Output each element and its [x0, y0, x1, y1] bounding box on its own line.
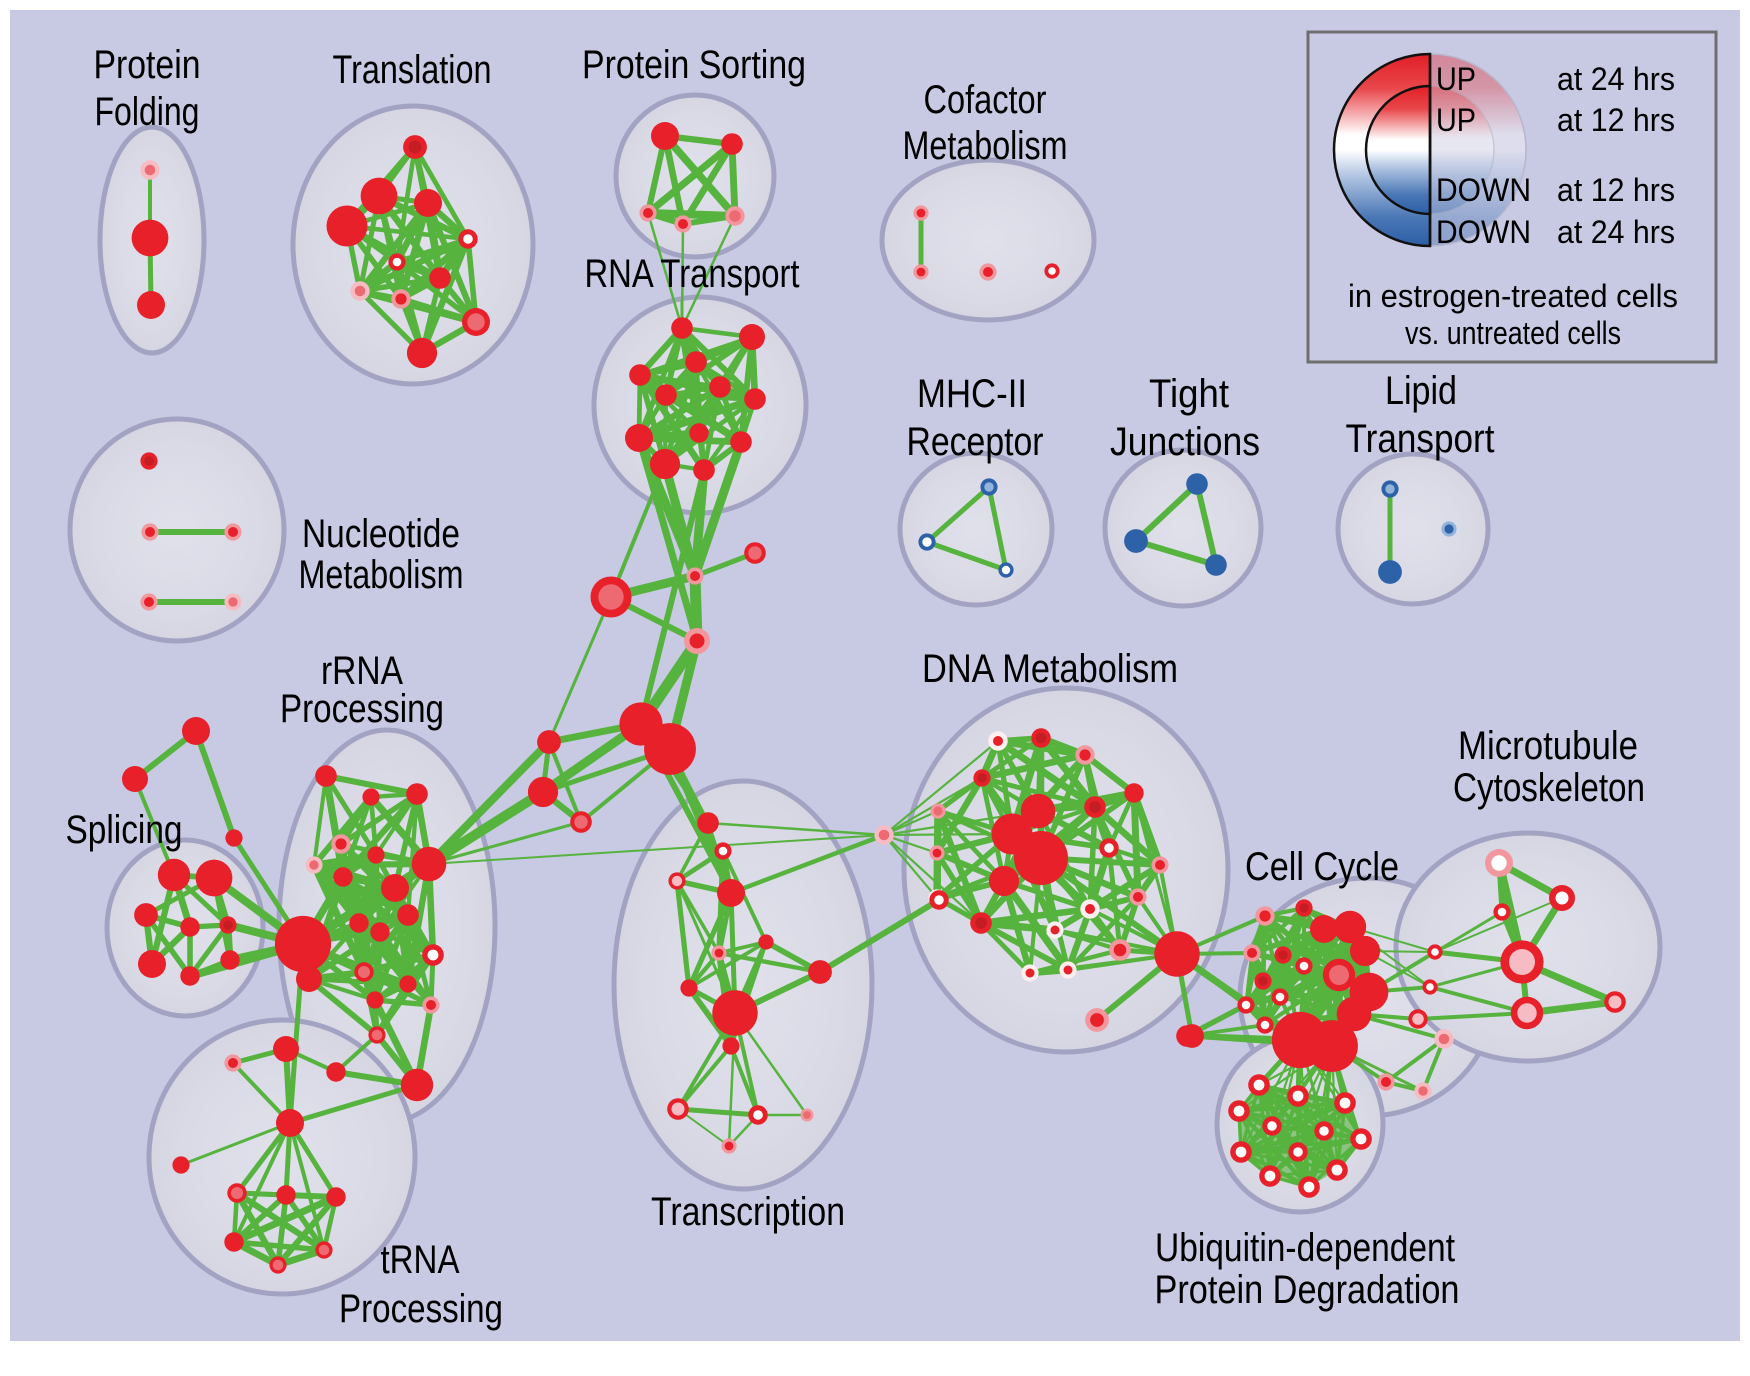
svg-text:Lipid: Lipid: [1385, 369, 1457, 413]
svg-text:vs. untreated cells: vs. untreated cells: [1405, 315, 1621, 351]
svg-text:Processing: Processing: [339, 1287, 503, 1331]
svg-text:DOWN: DOWN: [1436, 214, 1531, 250]
svg-text:Tight: Tight: [1149, 372, 1229, 416]
svg-text:UP: UP: [1436, 102, 1476, 138]
svg-text:at 12 hrs: at 12 hrs: [1557, 102, 1675, 138]
svg-text:Cofactor: Cofactor: [924, 78, 1047, 122]
svg-text:in estrogen-treated cells: in estrogen-treated cells: [1348, 278, 1678, 314]
svg-text:at 24 hrs: at 24 hrs: [1557, 214, 1675, 250]
svg-text:at 12 hrs: at 12 hrs: [1557, 172, 1675, 208]
svg-text:Transcription: Transcription: [651, 1190, 845, 1234]
svg-text:Metabolism: Metabolism: [903, 124, 1068, 168]
svg-text:Splicing: Splicing: [66, 808, 183, 852]
svg-text:Protein Sorting: Protein Sorting: [582, 43, 806, 87]
svg-text:Microtubule: Microtubule: [1458, 724, 1638, 768]
svg-text:Junctions: Junctions: [1110, 420, 1260, 464]
svg-text:at 24 hrs: at 24 hrs: [1557, 61, 1675, 97]
svg-text:Protein: Protein: [94, 43, 201, 87]
svg-text:Protein Degradation: Protein Degradation: [1155, 1268, 1460, 1312]
svg-text:Cell Cycle: Cell Cycle: [1245, 845, 1399, 889]
svg-text:Translation: Translation: [333, 48, 492, 92]
svg-text:UP: UP: [1436, 61, 1476, 97]
svg-text:Folding: Folding: [95, 90, 200, 134]
svg-text:Transport: Transport: [1346, 417, 1495, 461]
svg-text:Processing: Processing: [280, 687, 444, 731]
svg-text:rRNA: rRNA: [321, 649, 403, 693]
svg-text:Cytoskeleton: Cytoskeleton: [1453, 766, 1645, 810]
svg-text:tRNA: tRNA: [381, 1238, 460, 1282]
svg-text:DOWN: DOWN: [1436, 172, 1531, 208]
svg-text:Ubiquitin-dependent: Ubiquitin-dependent: [1155, 1226, 1455, 1270]
svg-text:RNA Transport: RNA Transport: [585, 252, 800, 296]
svg-text:Receptor: Receptor: [907, 420, 1044, 464]
svg-text:Metabolism: Metabolism: [299, 553, 464, 597]
svg-text:MHC-II: MHC-II: [917, 372, 1027, 416]
svg-text:DNA Metabolism: DNA Metabolism: [922, 647, 1178, 691]
svg-text:Nucleotide: Nucleotide: [302, 512, 460, 556]
